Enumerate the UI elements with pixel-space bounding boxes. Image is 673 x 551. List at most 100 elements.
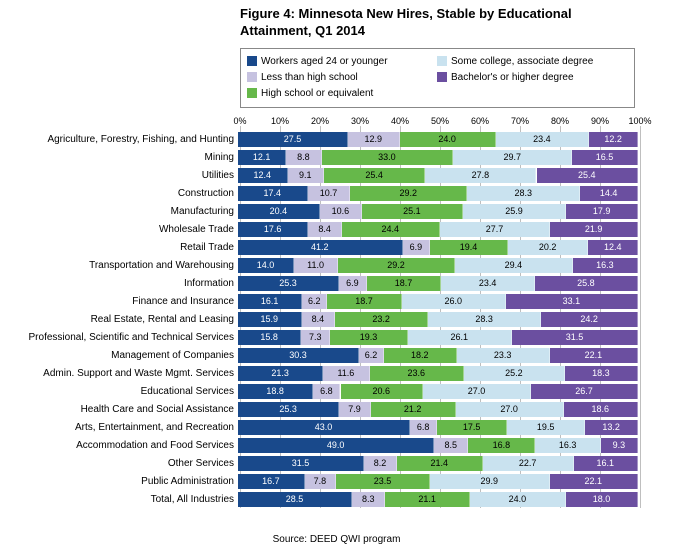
bar-segment: 6.2 [302, 294, 327, 309]
bar-value-label: 29.9 [481, 476, 499, 486]
row-label: Information [0, 278, 238, 289]
bar-track: 17.68.424.427.721.9 [238, 222, 638, 237]
bar-value-label: 25.9 [505, 206, 523, 216]
bar-segment: 28.5 [238, 492, 352, 507]
bar-segment: 13.2 [585, 420, 638, 435]
bar-segment: 7.8 [305, 474, 336, 489]
bar-value-label: 12.9 [365, 134, 383, 144]
bar-track: 16.16.218.726.033.1 [238, 294, 638, 309]
bar-segment: 11.6 [323, 366, 369, 381]
bar-segment: 25.2 [464, 366, 565, 381]
bar-value-label: 6.8 [417, 422, 430, 432]
row-label: Public Administration [0, 476, 238, 487]
bar-segment: 25.3 [238, 402, 339, 417]
bar-segment: 16.5 [572, 150, 638, 165]
bar-segment: 27.8 [425, 168, 536, 183]
bar-value-label: 28.5 [286, 494, 304, 504]
legend-item: Workers aged 24 or younger [247, 56, 437, 67]
row-label: Wholesale Trade [0, 224, 238, 235]
bar-segment: 22.7 [483, 456, 574, 471]
bar-value-label: 25.2 [505, 368, 523, 378]
bar-segment: 22.1 [550, 348, 638, 363]
axis-tick-label: 60% [471, 116, 489, 126]
bar-segment: 18.0 [566, 492, 638, 507]
bar-segment: 18.3 [565, 366, 638, 381]
legend: Workers aged 24 or younger Some college, … [240, 48, 635, 108]
bar-value-label: 8.2 [374, 458, 387, 468]
bar-value-label: 6.8 [320, 386, 333, 396]
legend-swatch [247, 88, 257, 98]
table-row: Finance and Insurance16.16.218.726.033.1 [0, 292, 673, 310]
bar-value-label: 12.2 [604, 134, 622, 144]
row-label: Mining [0, 152, 238, 163]
bar-value-label: 18.3 [592, 368, 610, 378]
bar-segment: 25.9 [463, 204, 567, 219]
bar-track: 28.5 8.3 21.1 24.0 18.0 [238, 492, 638, 507]
axis-tick-label: 90% [591, 116, 609, 126]
bar-value-label: 29.2 [400, 188, 418, 198]
bar-segment: 23.2 [335, 312, 428, 327]
bar-value-label: 21.3 [271, 368, 289, 378]
bar-segment: 17.5 [437, 420, 507, 435]
bar-segment: 12.1 [238, 150, 286, 165]
bar-value-label: 29.4 [505, 260, 523, 270]
bar-segment: 27.0 [423, 384, 531, 399]
axis-tick-label: 30% [351, 116, 369, 126]
bar-value-label: 25.4 [365, 170, 383, 180]
bar-value-label: 23.4 [533, 134, 551, 144]
row-label: Agriculture, Forestry, Fishing, and Hunt… [0, 134, 238, 145]
bar-segment: 24.4 [342, 222, 440, 237]
bar-value-label: 24.0 [509, 494, 527, 504]
bar-segment: 8.3 [352, 492, 385, 507]
legend-item: Some college, associate degree [437, 56, 593, 67]
bar-segment: 19.3 [330, 330, 407, 345]
bar-segment: 12.9 [348, 132, 400, 147]
bar-track: 16.77.823.529.922.1 [238, 474, 638, 489]
table-row: Wholesale Trade17.68.424.427.721.9 [0, 220, 673, 238]
bar-value-label: 27.5 [284, 134, 302, 144]
bar-value-label: 18.8 [266, 386, 284, 396]
bar-segment: 6.8 [410, 420, 437, 435]
bar-value-label: 17.5 [463, 422, 481, 432]
bar-segment: 20.2 [508, 240, 589, 255]
table-row: Public Administration16.77.823.529.922.1 [0, 472, 673, 490]
legend-label: Bachelor's or higher degree [451, 72, 574, 83]
axis-tick-label: 100% [628, 116, 651, 126]
bar-value-label: 10.7 [320, 188, 338, 198]
bar-segment: 23.4 [441, 276, 535, 291]
axis-tick-label: 20% [311, 116, 329, 126]
bar-segment: 14.4 [580, 186, 638, 201]
bar-segment: 24.0 [470, 492, 566, 507]
bar-segment: 14.0 [238, 258, 294, 273]
bar-track: 12.18.833.029.716.5 [238, 150, 638, 165]
bar-segment: 17.9 [566, 204, 638, 219]
bar-track: 31.58.221.422.716.1 [238, 456, 638, 471]
bar-value-label: 15.9 [261, 314, 279, 324]
axis-tick-label: 10% [271, 116, 289, 126]
bar-segment: 25.4 [324, 168, 425, 183]
bar-value-label: 24.4 [382, 224, 400, 234]
table-row: Real Estate, Rental and Leasing15.98.423… [0, 310, 673, 328]
bar-segment: 29.9 [430, 474, 550, 489]
bar-value-label: 49.0 [327, 440, 345, 450]
bar-segment: 15.8 [238, 330, 301, 345]
source-note: Source: DEED QWI program [0, 534, 673, 545]
bar-segment: 29.4 [455, 258, 573, 273]
bar-segment: 28.3 [428, 312, 541, 327]
bar-value-label: 11.0 [307, 260, 324, 270]
bar-segment: 25.1 [362, 204, 463, 219]
bar-value-label: 7.9 [348, 404, 361, 414]
legend-label: Workers aged 24 or younger [261, 56, 388, 67]
legend-label: Less than high school [261, 72, 358, 83]
bar-value-label: 21.1 [418, 494, 436, 504]
bar-value-label: 20.2 [539, 242, 557, 252]
axis-tick-label: 0% [233, 116, 246, 126]
bar-value-label: 27.8 [472, 170, 490, 180]
bar-value-label: 7.8 [314, 476, 327, 486]
row-label: Real Estate, Rental and Leasing [0, 314, 238, 325]
bar-segment: 16.3 [573, 258, 638, 273]
bar-track: 15.98.423.228.324.2 [238, 312, 638, 327]
bar-value-label: 15.8 [260, 332, 278, 342]
bar-value-label: 23.6 [408, 368, 426, 378]
bar-segment: 16.1 [238, 294, 302, 309]
